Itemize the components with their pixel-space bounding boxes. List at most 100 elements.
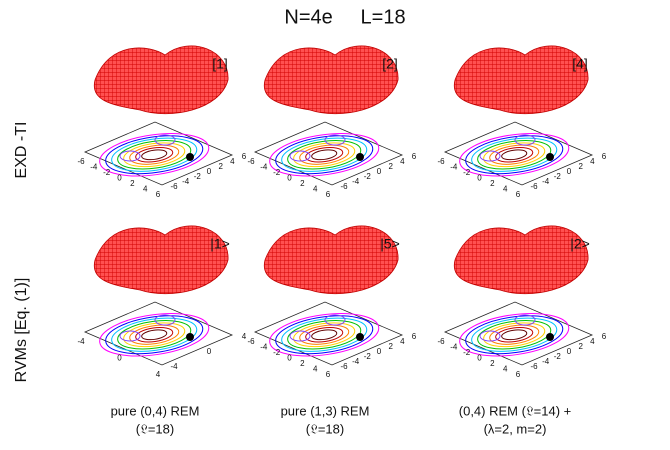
x-tick-label: 4 [156,370,161,379]
y-tick-label: -6 [170,182,178,191]
contour [123,142,186,168]
x-tick-label: 2 [490,359,495,368]
y-tick-label: 6 [412,152,417,161]
y-tick-label: -4 [170,362,178,371]
x-tick-label: -2 [273,168,281,177]
contour [465,135,564,175]
y-tick-label: 2 [388,342,393,351]
y-tick-label: 4 [230,157,235,166]
x-tick-label: 6 [516,190,521,199]
contour [154,134,176,146]
y-tick-label: -4 [352,357,360,366]
x-tick-label: 2 [130,179,135,188]
caption: pure (0,4) REM [111,403,200,418]
contour [483,322,546,348]
y-tick-label: 0 [567,347,572,356]
x-tick-label: 2 [300,179,305,188]
y-tick-label: 2 [218,162,223,171]
contour [324,314,346,326]
y-tick-label: -4 [352,177,360,186]
contour [311,329,338,341]
x-tick-label: -4 [450,343,458,352]
contour [99,313,210,357]
x-tick-label: -2 [273,348,281,357]
contour [287,140,362,170]
contour [299,144,350,165]
contour [501,149,528,161]
x-tick-label: 6 [516,370,521,379]
marker-dot [546,153,554,161]
y-tick-label: 2 [388,162,393,171]
caption: (λ=2, m=2) [484,421,547,436]
marker-dot [546,333,554,341]
contour [129,144,180,165]
y-tick-label: 6 [602,332,607,341]
caption: pure (1,3) REM [281,403,370,418]
contour [483,142,546,168]
x-tick-label: 6 [326,190,331,199]
y-tick-label: -6 [530,362,538,371]
contour [111,317,198,352]
panel-label: [4] [572,56,588,72]
caption: (𝔏=18) [136,421,174,436]
contour [311,149,338,161]
caption: (𝔏=18) [306,421,344,436]
y-tick-label: -2 [364,352,372,361]
surface [93,45,229,115]
surface [453,45,589,115]
y-tick-label: 4 [400,157,405,166]
title: N=4e L=18 [284,6,405,28]
contour [111,137,198,172]
panel-label: [1] [212,56,228,72]
x-tick-label: 4 [313,365,318,374]
y-tick-label: -2 [364,172,372,181]
panel: |1> -4 0 4 -4 0 4 [77,225,247,379]
x-tick-label: 4 [503,185,508,194]
contour [489,144,540,165]
x-tick-label: 2 [490,179,495,188]
contour [105,315,204,355]
contour [117,320,192,350]
contour [141,329,168,341]
contour [275,315,374,355]
contour [501,329,528,341]
contour [287,320,362,350]
contour [514,314,536,326]
y-tick-label: 6 [412,332,417,341]
contour [119,330,141,342]
caption: (0,4) REM (𝔏=14) + [459,403,571,418]
panel-label: |2> [570,236,590,252]
x-tick-label: -4 [77,337,85,346]
surface [453,225,589,295]
marker-dot [186,333,194,341]
contour [289,330,311,342]
contour [489,324,540,345]
x-tick-label: 2 [300,359,305,368]
x-tick-label: 4 [503,365,508,374]
x-tick-label: 0 [117,354,122,363]
x-tick-label: -6 [247,157,255,166]
y-tick-label: -4 [182,177,190,186]
y-tick-label: -6 [530,182,538,191]
x-tick-label: 0 [477,354,482,363]
contour [99,133,210,177]
y-tick-label: 2 [578,162,583,171]
x-tick-label: -6 [437,337,445,346]
x-tick-label: 6 [326,370,331,379]
contour [117,140,192,170]
x-tick-label: 6 [156,190,161,199]
row-label: RVMs [Eq. (1)] [13,278,30,383]
contour [477,320,552,350]
panel-label: [2] [382,56,398,72]
y-tick-label: 4 [590,157,595,166]
x-tick-label: -2 [463,348,471,357]
x-tick-label: -4 [260,343,268,352]
y-tick-label: -2 [194,172,202,181]
y-tick-label: 0 [377,167,382,176]
contour [479,150,501,162]
contour [123,322,186,348]
